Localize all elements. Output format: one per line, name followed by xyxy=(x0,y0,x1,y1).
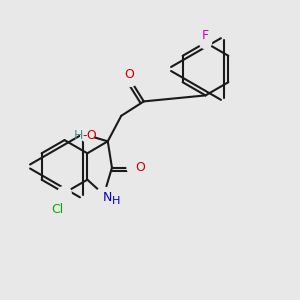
Text: Cl: Cl xyxy=(51,203,63,216)
Circle shape xyxy=(81,129,94,142)
Text: H: H xyxy=(74,129,83,142)
Text: F: F xyxy=(202,28,209,42)
Text: O: O xyxy=(124,68,134,81)
Text: O: O xyxy=(135,161,145,174)
Text: -O: -O xyxy=(82,129,97,142)
Text: H: H xyxy=(112,196,120,206)
Text: N: N xyxy=(103,190,112,204)
Circle shape xyxy=(127,161,140,174)
Circle shape xyxy=(96,187,111,202)
Circle shape xyxy=(200,37,211,49)
Circle shape xyxy=(124,73,137,86)
Circle shape xyxy=(58,186,71,200)
